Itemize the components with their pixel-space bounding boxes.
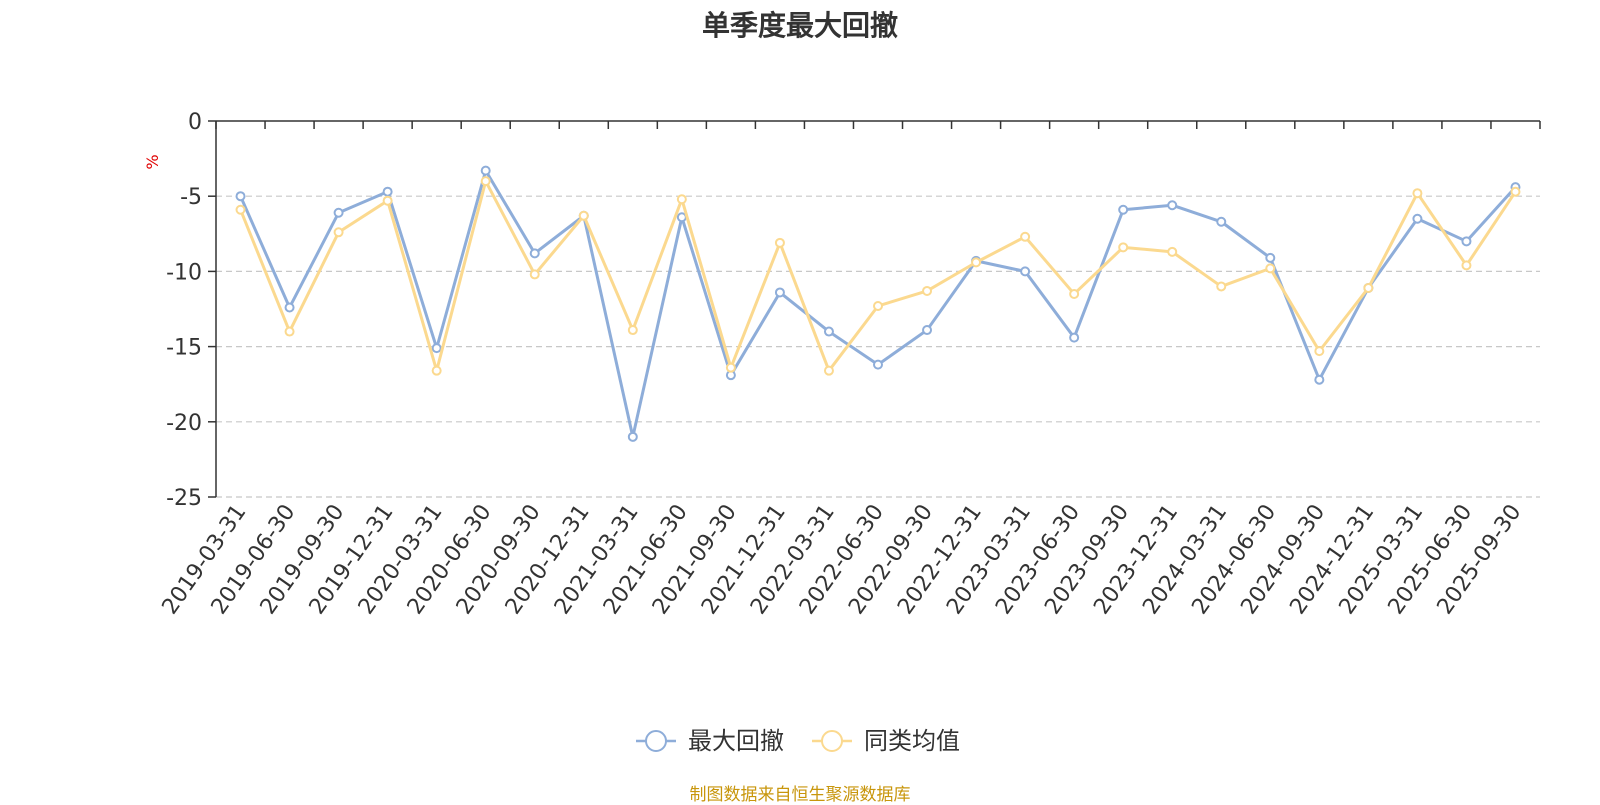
data-point[interactable] (1118, 242, 1129, 253)
y-tick-label: -20 (166, 411, 202, 436)
data-point[interactable] (971, 257, 982, 268)
series-line (239, 179, 1517, 373)
legend-label-max-drawdown: 最大回撤 (688, 727, 784, 755)
data-point[interactable] (873, 300, 883, 311)
legend-marker-peer-average (821, 730, 843, 752)
data-point[interactable] (529, 248, 540, 259)
data-point[interactable] (480, 165, 491, 176)
data-point[interactable] (284, 326, 295, 337)
data-point[interactable] (1167, 200, 1178, 211)
data-point[interactable] (578, 210, 589, 221)
data-point[interactable] (235, 191, 246, 202)
data-point[interactable] (1314, 346, 1325, 357)
data-point[interactable] (922, 325, 933, 336)
data-point[interactable] (1020, 266, 1031, 277)
legend: 最大回撤 同类均值 (636, 727, 960, 755)
data-point[interactable] (1265, 252, 1276, 263)
data-point[interactable] (333, 207, 344, 218)
data-point[interactable] (873, 359, 883, 370)
data-point[interactable] (284, 302, 295, 313)
data-point[interactable] (676, 212, 687, 223)
legend-item-peer-average[interactable]: 同类均值 (812, 727, 960, 755)
data-point[interactable] (1167, 246, 1178, 257)
y-tick-label: -5 (180, 185, 202, 210)
data-point[interactable] (382, 186, 393, 197)
data-point[interactable] (774, 287, 785, 298)
grid-lines (216, 195, 1540, 498)
y-tick-label: -25 (166, 486, 202, 511)
chart-title: 单季度最大回撤 (701, 9, 898, 42)
x-axis-tick-labels: 2019-03-312019-06-302019-09-302019-12-31… (158, 500, 1527, 619)
data-point[interactable] (1265, 263, 1276, 274)
axes (208, 120, 1541, 498)
data-point[interactable] (480, 176, 491, 187)
legend-marker-max-drawdown (645, 730, 667, 752)
data-point[interactable] (627, 325, 638, 336)
data-point[interactable] (1069, 288, 1080, 299)
data-point[interactable] (774, 237, 785, 248)
data-point[interactable] (1314, 374, 1325, 385)
data-point[interactable] (1069, 332, 1080, 343)
series-lines (235, 165, 1521, 442)
data-point[interactable] (1510, 186, 1521, 197)
y-tick-label: -10 (166, 260, 202, 285)
data-point[interactable] (431, 343, 442, 354)
data-point[interactable] (676, 194, 687, 205)
data-point[interactable] (823, 365, 834, 376)
data-point[interactable] (529, 269, 540, 280)
legend-label-peer-average: 同类均值 (864, 727, 960, 755)
y-tick-label: -15 (166, 336, 202, 361)
data-point[interactable] (1216, 216, 1227, 227)
series-1 (235, 176, 1521, 376)
data-point[interactable] (1412, 188, 1423, 199)
data-point[interactable] (823, 326, 834, 337)
y-axis-tick-labels: 0 -5 -10 -15 -20 -25 (166, 110, 202, 511)
y-tick-label: 0 (188, 110, 202, 135)
y-axis-unit-label: % (143, 154, 162, 169)
data-point[interactable] (431, 365, 442, 376)
data-point[interactable] (1461, 236, 1472, 247)
data-point[interactable] (725, 362, 736, 373)
data-point[interactable] (235, 204, 246, 215)
data-point[interactable] (1118, 204, 1129, 215)
data-point[interactable] (1020, 231, 1031, 242)
data-point[interactable] (1461, 260, 1472, 271)
legend-item-max-drawdown[interactable]: 最大回撤 (636, 727, 784, 755)
data-point[interactable] (1216, 281, 1227, 292)
data-point[interactable] (922, 285, 933, 296)
data-point[interactable] (1363, 282, 1374, 293)
source-note: 制图数据来自恒生聚源数据库 (689, 785, 911, 805)
data-point[interactable] (627, 431, 638, 442)
data-point[interactable] (382, 195, 393, 206)
data-point[interactable] (1412, 213, 1423, 224)
data-point[interactable] (333, 227, 344, 238)
